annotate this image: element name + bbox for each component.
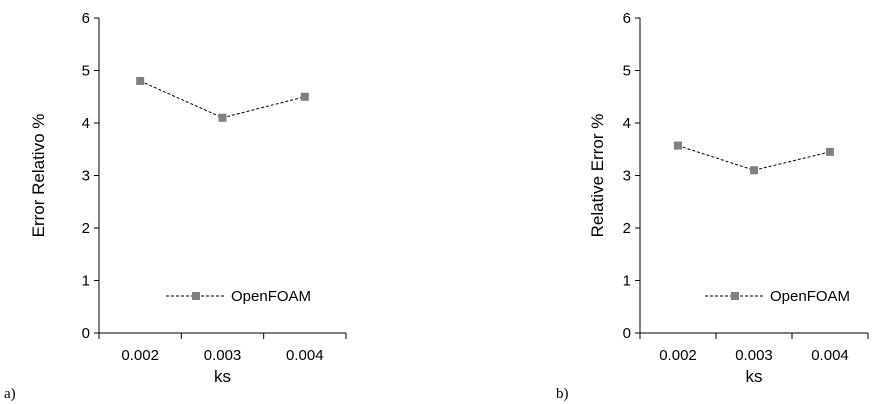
legend-marker — [192, 292, 200, 300]
y-tick-label: 3 — [82, 168, 90, 185]
y-tick-label: 6 — [82, 10, 90, 27]
chart-panel-b: 0 1 2 3 4 5 6 0.002 0.003 0.004 ks Relative Error %… — [556, 10, 869, 402]
data-point — [750, 166, 758, 175]
data-point — [674, 141, 682, 150]
y-tick-label: 1 — [623, 273, 631, 290]
legend-label: OpenFOAM — [231, 288, 311, 305]
y-tick-label: 2 — [82, 220, 90, 237]
series-line — [139, 80, 305, 119]
x-axis-title: ks — [214, 367, 231, 386]
x-tick-label: 0.004 — [811, 347, 849, 364]
x-tick-label: 0.003 — [204, 347, 242, 364]
y-tick-label: 4 — [623, 115, 631, 132]
y-tick-label: 2 — [623, 220, 631, 237]
y-tick-label: 5 — [623, 63, 631, 80]
x-tick-label: 0.002 — [659, 347, 697, 364]
y-tick-label: 1 — [82, 273, 90, 290]
x-tick-label: 0.003 — [735, 347, 773, 364]
y-axis-title: Relative Error % — [588, 114, 607, 238]
x-axis-title: ks — [746, 367, 763, 386]
legend: OpenFOAM — [166, 288, 311, 305]
y-tick-label: 5 — [82, 63, 90, 80]
x-tick-label: 0.002 — [121, 347, 159, 364]
panel-label: b) — [556, 386, 569, 402]
panel-label: a) — [4, 386, 16, 402]
y-tick-label: 0 — [82, 325, 90, 342]
chart-panel-a: 0 1 2 3 4 5 6 0.002 0.003 0.004 ks Error Relativo %… — [4, 10, 347, 402]
data-point — [136, 77, 145, 85]
y-tick-label: 4 — [82, 115, 90, 132]
series-line — [677, 145, 831, 171]
data-point — [300, 92, 309, 101]
legend-label: OpenFOAM — [770, 288, 850, 305]
y-axis-title: Error Relativo % — [29, 114, 48, 238]
x-tick-label: 0.004 — [286, 347, 324, 364]
data-point — [218, 113, 227, 122]
legend-marker — [731, 292, 739, 300]
data-point — [826, 147, 834, 156]
y-tick-label: 3 — [623, 168, 631, 185]
legend: OpenFOAM — [705, 288, 850, 305]
y-tick-label: 6 — [623, 10, 631, 27]
y-tick-label: 0 — [623, 325, 631, 342]
